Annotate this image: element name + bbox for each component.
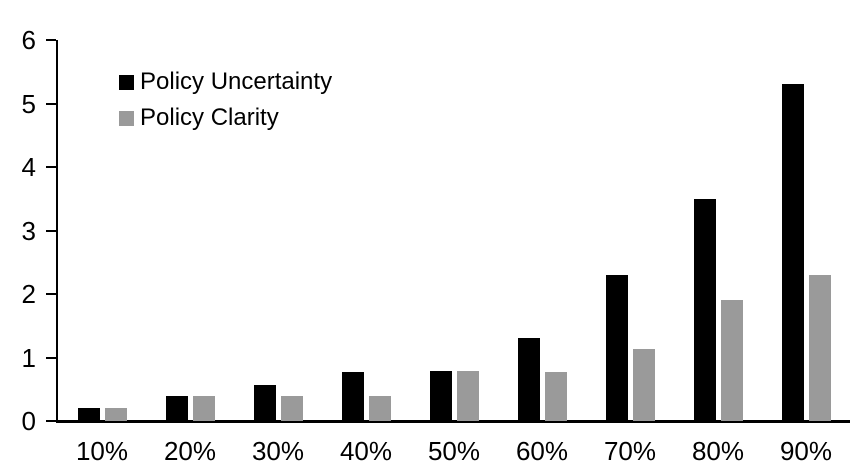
bar-policy-clarity-70% — [632, 349, 655, 421]
x-axis — [56, 420, 850, 423]
bar-policy-clarity-90% — [808, 274, 831, 421]
y-tick-label: 2 — [21, 279, 36, 309]
y-tick-label: 6 — [21, 25, 36, 55]
chart-legend: Policy Uncertainty Policy Clarity — [119, 64, 332, 136]
y-tick-label: 4 — [21, 152, 36, 182]
legend-swatch-black-icon — [119, 74, 134, 90]
y-tick-label: 3 — [21, 215, 36, 246]
bar-policy-clarity-10% — [104, 408, 127, 421]
x-category-label: 60% — [515, 436, 569, 466]
bar-policy-clarity-40% — [368, 395, 391, 421]
x-category-label: 10% — [75, 436, 129, 466]
bar-policy-uncertainty-90% — [781, 84, 804, 421]
legend-item-policy-clarity: Policy Clarity — [119, 100, 332, 136]
x-category-label: 50% — [427, 436, 481, 466]
x-category-label: 90% — [779, 436, 833, 466]
x-category-label: 40% — [339, 436, 393, 466]
bar-policy-uncertainty-70% — [605, 274, 628, 421]
bar-policy-uncertainty-10% — [77, 408, 100, 421]
y-axis-tick — [46, 166, 56, 168]
bar-policy-clarity-20% — [192, 395, 215, 421]
x-category-label: 30% — [251, 436, 305, 466]
bar-policy-clarity-80% — [720, 300, 743, 421]
bar-policy-clarity-50% — [456, 371, 479, 421]
bar-policy-uncertainty-40% — [341, 372, 364, 421]
bar-policy-clarity-60% — [544, 372, 567, 421]
x-category-label: 80% — [691, 436, 745, 466]
bar-policy-uncertainty-50% — [429, 371, 452, 421]
y-tick-label: 5 — [21, 88, 36, 119]
y-axis-tick — [46, 356, 56, 359]
y-axis-tick — [46, 39, 56, 41]
bar-policy-uncertainty-30% — [253, 384, 276, 421]
legend-label-policy-clarity: Policy Clarity — [140, 104, 279, 131]
bar-policy-uncertainty-80% — [693, 198, 716, 421]
x-category-label: 70% — [603, 436, 657, 466]
legend-label-policy-uncertainty: Policy Uncertainty — [140, 68, 333, 95]
y-axis-tick — [46, 293, 56, 295]
y-axis-tick — [46, 420, 56, 422]
y-tick-label: 1 — [21, 342, 36, 373]
legend-item-policy-uncertainty: Policy Uncertainty — [119, 64, 332, 100]
y-axis-tick — [46, 102, 56, 105]
bar-policy-uncertainty-60% — [517, 338, 540, 421]
y-tick-label: 0 — [21, 406, 36, 436]
bar-policy-uncertainty-20% — [165, 395, 188, 421]
y-axis-tick — [46, 229, 56, 232]
y-axis — [56, 40, 58, 423]
legend-swatch-gray-icon — [119, 110, 134, 126]
bar-policy-clarity-30% — [280, 395, 303, 421]
x-category-label: 20% — [163, 436, 217, 466]
